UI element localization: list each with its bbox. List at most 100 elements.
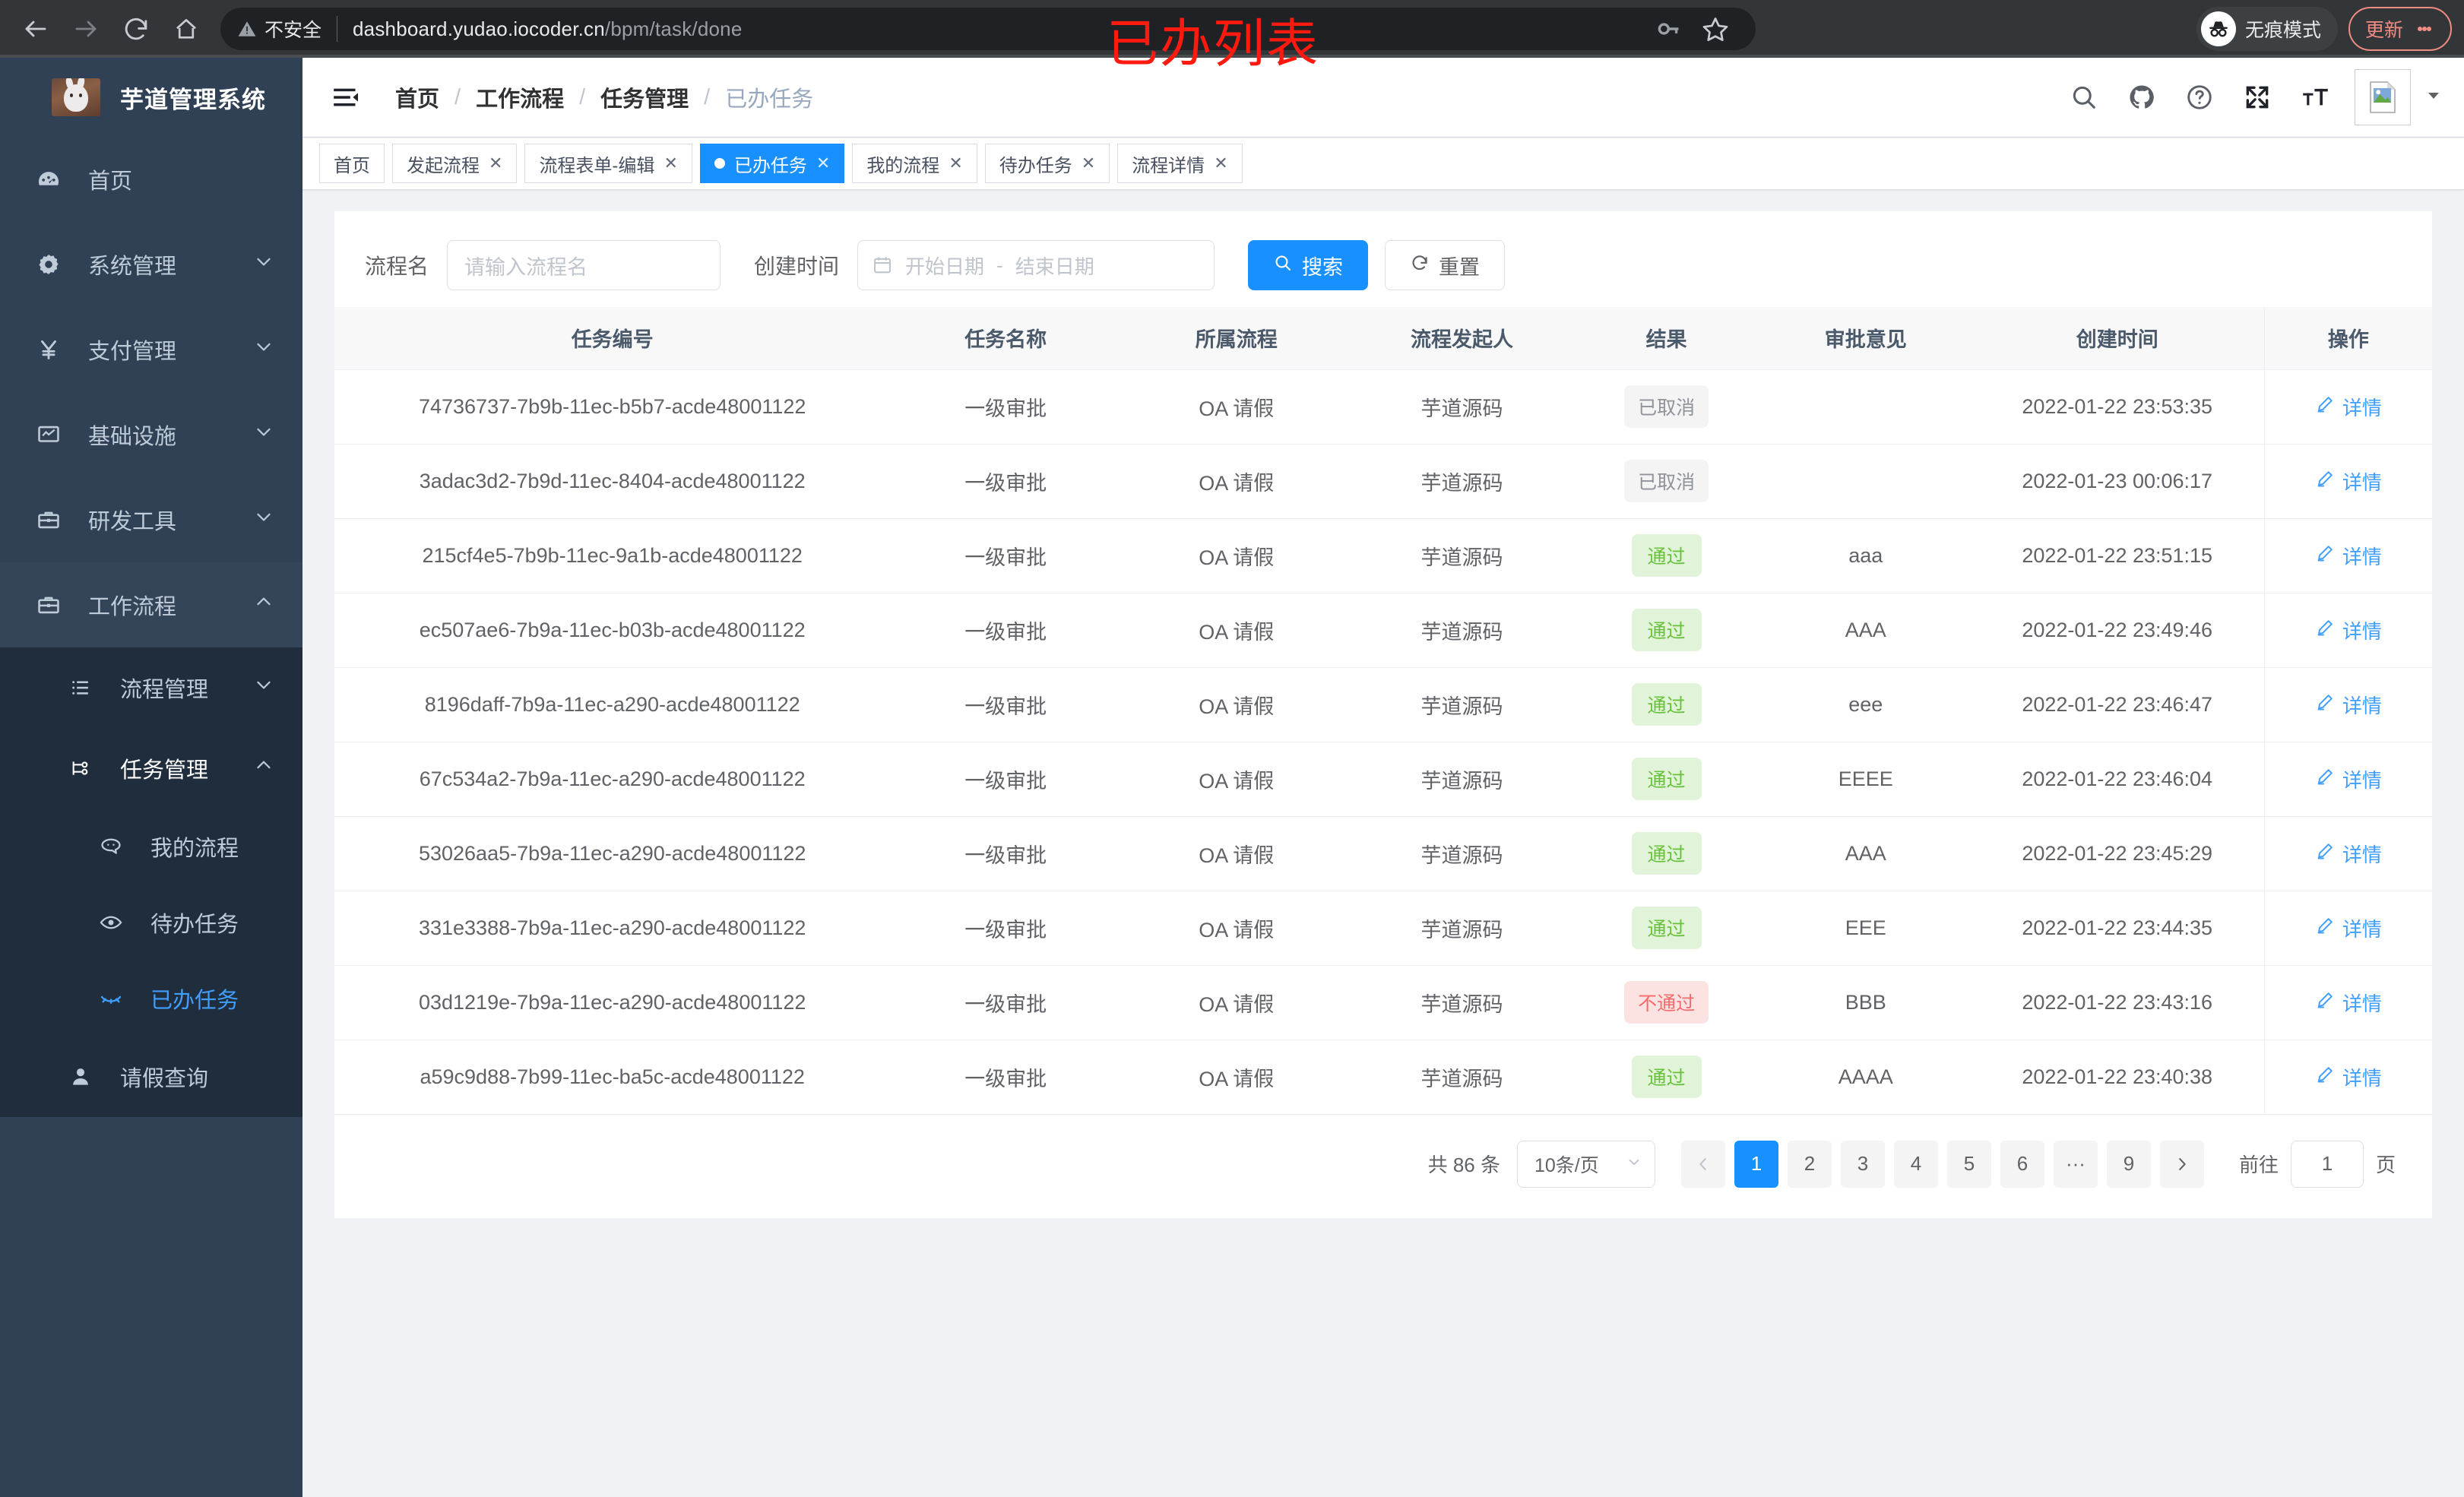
hamburger-icon[interactable] [328, 80, 363, 115]
sidebar-item-system[interactable]: 系统管理 [0, 222, 302, 307]
sidebar-item-leave-query[interactable]: 请假查询 [0, 1037, 302, 1117]
sidebar-item-home[interactable]: 首页 [0, 137, 302, 222]
page-ellipsis[interactable]: ··· [2053, 1140, 2098, 1188]
detail-button[interactable]: 详情 [2315, 393, 2382, 421]
close-icon[interactable]: ✕ [949, 153, 963, 172]
cell-create-time: 2022-01-22 23:49:46 [1970, 593, 2265, 668]
chevron-up-icon [252, 590, 275, 619]
sidebar-item-task-manage[interactable]: 任务管理 [0, 728, 302, 809]
breadcrumb-item-task-manage[interactable]: 任务管理 [600, 87, 689, 112]
process-name-placeholder: 请输入流程名 [464, 255, 588, 279]
fullscreen-icon[interactable] [2228, 71, 2286, 124]
tab-home[interactable]: 首页 [319, 144, 385, 183]
cell-starter: 芋道源码 [1351, 593, 1572, 668]
jumper-input[interactable]: 1 [2290, 1140, 2364, 1188]
github-icon[interactable] [2113, 71, 2171, 124]
create-time-range-picker[interactable]: 开始日期 - 结束日期 [857, 240, 1215, 290]
search-button[interactable]: 搜索 [1248, 240, 1369, 290]
prev-page-button[interactable] [1680, 1140, 1725, 1188]
tab-done-task[interactable]: 已办任务 ✕ [699, 144, 845, 183]
sidebar-item-label: 首页 [88, 169, 133, 194]
tab-my-process[interactable]: 我的流程 ✕ [852, 144, 977, 183]
cell-task-id: 67c534a2-7b9a-11ec-a290-acde48001122 [334, 742, 891, 817]
forward-arrow-icon[interactable] [61, 4, 111, 54]
detail-button[interactable]: 详情 [2315, 989, 2382, 1017]
reset-button[interactable]: 重置 [1385, 240, 1506, 290]
close-icon[interactable]: ✕ [1214, 153, 1228, 172]
sidebar-item-done-task[interactable]: 已办任务 [0, 961, 302, 1037]
table-row: 215cf4e5-7b9b-11ec-9a1b-acde48001122 一级审批… [334, 518, 2432, 593]
kebab-menu-icon[interactable] [2406, 7, 2443, 51]
question-circle-icon[interactable] [2171, 71, 2228, 124]
tab-process-form-edit[interactable]: 流程表单-编辑 ✕ [524, 144, 692, 183]
sidebar-item-label: 已办任务 [150, 989, 239, 1013]
edit-icon [2315, 543, 2335, 568]
avatar[interactable] [2355, 69, 2411, 125]
page-number-button[interactable]: 3 [1840, 1140, 1885, 1188]
search-icon[interactable] [2055, 71, 2113, 124]
detail-button[interactable]: 详情 [2315, 1063, 2382, 1091]
cell-task-id: ec507ae6-7b9a-11ec-b03b-acde48001122 [334, 593, 891, 668]
sidebar-item-pay[interactable]: 支付管理 [0, 307, 302, 392]
home-icon[interactable] [161, 4, 211, 54]
page-number-button[interactable]: 6 [2000, 1140, 2044, 1188]
cell-starter: 芋道源码 [1351, 816, 1572, 891]
cell-opinion: eee [1760, 667, 1971, 742]
detail-label: 详情 [2342, 1066, 2382, 1090]
page-number-button[interactable]: 1 [1734, 1140, 1778, 1188]
address-bar[interactable]: 不安全 dashboard.yudao.iocoder.cn/bpm/task/… [220, 8, 1756, 50]
update-button[interactable]: 更新 [2348, 7, 2452, 51]
key-icon[interactable] [1645, 5, 1692, 52]
detail-button[interactable]: 详情 [2315, 691, 2382, 719]
detail-button[interactable]: 详情 [2315, 765, 2382, 793]
status-badge: 通过 [1631, 1055, 1702, 1098]
close-icon[interactable]: ✕ [664, 153, 678, 172]
cell-process: OA 请假 [1120, 518, 1352, 593]
sidebar-item-process-manage[interactable]: 流程管理 [0, 647, 302, 728]
caret-down-icon[interactable] [2424, 86, 2443, 109]
security-indicator[interactable]: 不安全 [237, 15, 321, 43]
cell-result: 通过 [1572, 518, 1761, 593]
detail-button[interactable]: 详情 [2315, 542, 2382, 570]
sidebar-item-my-process[interactable]: 我的流程 [0, 809, 302, 885]
cell-opinion: AAA [1760, 593, 1971, 668]
close-icon[interactable]: ✕ [489, 153, 503, 172]
logo-icon [52, 78, 100, 116]
tab-process-detail[interactable]: 流程详情 ✕ [1117, 144, 1243, 183]
cell-task-id: 8196daff-7b9a-11ec-a290-acde48001122 [334, 667, 891, 742]
tab-label: 发起流程 [407, 155, 480, 176]
star-icon[interactable] [1692, 5, 1739, 52]
detail-button[interactable]: 详情 [2315, 616, 2382, 644]
cell-process: OA 请假 [1120, 369, 1352, 445]
sidebar-brand[interactable]: 芋道管理系统 [0, 58, 302, 137]
font-size-icon[interactable] [2286, 71, 2344, 124]
detail-button[interactable]: 详情 [2315, 467, 2382, 495]
detail-label: 详情 [2342, 396, 2382, 419]
page-number-button[interactable]: 9 [2106, 1140, 2151, 1188]
reload-icon[interactable] [111, 4, 161, 54]
chevron-down-icon [252, 505, 275, 534]
detail-button[interactable]: 详情 [2315, 840, 2382, 868]
close-icon[interactable]: ✕ [816, 153, 831, 172]
detail-button[interactable]: 详情 [2315, 914, 2382, 942]
sidebar-item-todo-task[interactable]: 待办任务 [0, 885, 302, 961]
tab-todo-task[interactable]: 待办任务 ✕ [984, 144, 1110, 183]
sidebar-item-workflow[interactable]: 工作流程 [0, 562, 302, 647]
cell-process: OA 请假 [1120, 1040, 1352, 1115]
breadcrumb-item-home[interactable]: 首页 [395, 87, 440, 112]
create-time-label: 创建时间 [754, 255, 840, 278]
page-size-select[interactable]: 10条/页 [1516, 1140, 1655, 1188]
cell-task-name: 一级审批 [890, 518, 1121, 593]
sidebar-item-devtools[interactable]: 研发工具 [0, 477, 302, 562]
sidebar-item-infrastructure[interactable]: 基础设施 [0, 392, 302, 477]
page-number-button[interactable]: 2 [1787, 1140, 1832, 1188]
close-icon[interactable]: ✕ [1081, 153, 1096, 172]
next-page-button[interactable] [2159, 1140, 2204, 1188]
incognito-indicator[interactable]: 无痕模式 [2196, 7, 2338, 51]
back-arrow-icon[interactable] [11, 4, 61, 54]
page-number-button[interactable]: 4 [1893, 1140, 1938, 1188]
tab-start-process[interactable]: 发起流程 ✕ [392, 144, 518, 183]
page-number-button[interactable]: 5 [1946, 1140, 1991, 1188]
process-name-input[interactable]: 请输入流程名 [447, 240, 721, 290]
breadcrumb-item-workflow[interactable]: 工作流程 [476, 87, 565, 112]
